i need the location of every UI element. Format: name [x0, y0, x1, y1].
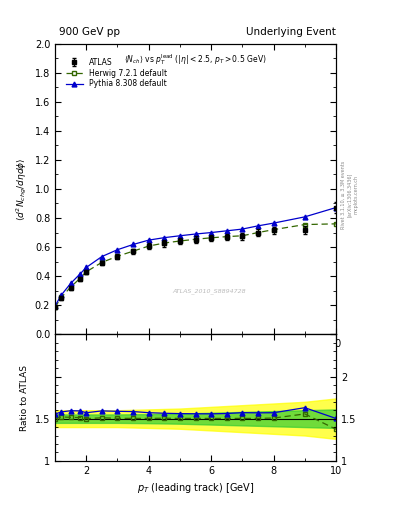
Herwig 7.2.1 default: [255, 229, 260, 236]
Y-axis label: $\langle d^2 N_{chg}/d\eta d\phi \rangle$: $\langle d^2 N_{chg}/d\eta d\phi \rangle…: [15, 157, 29, 221]
Text: mcplots.cern.ch: mcplots.cern.ch: [354, 175, 359, 214]
Legend: ATLAS, Herwig 7.2.1 default, Pythia 8.308 default: ATLAS, Herwig 7.2.1 default, Pythia 8.30…: [64, 56, 169, 90]
Pythia 8.308 default: [84, 264, 88, 270]
Herwig 7.2.1 default: [193, 236, 198, 242]
Herwig 7.2.1 default: [209, 234, 213, 241]
Pythia 8.308 default: [240, 226, 245, 232]
Pythia 8.308 default: [209, 229, 213, 236]
Line: Herwig 7.2.1 default: Herwig 7.2.1 default: [53, 221, 338, 310]
Text: Underlying Event: Underlying Event: [246, 27, 336, 37]
Pythia 8.308 default: [255, 223, 260, 229]
Pythia 8.308 default: [271, 220, 276, 226]
X-axis label: $p_T$ (leading track) [GeV]: $p_T$ (leading track) [GeV]: [137, 481, 254, 495]
Pythia 8.308 default: [115, 247, 120, 253]
Y-axis label: Ratio to ATLAS: Ratio to ATLAS: [20, 365, 29, 431]
Text: Rivet 3.1.10, ≥ 3.3M events: Rivet 3.1.10, ≥ 3.3M events: [341, 160, 346, 229]
Herwig 7.2.1 default: [84, 269, 88, 275]
Herwig 7.2.1 default: [146, 243, 151, 249]
Pythia 8.308 default: [224, 228, 229, 234]
Herwig 7.2.1 default: [115, 253, 120, 260]
Herwig 7.2.1 default: [99, 259, 104, 265]
Herwig 7.2.1 default: [240, 232, 245, 239]
Herwig 7.2.1 default: [224, 233, 229, 240]
Herwig 7.2.1 default: [68, 284, 73, 290]
Herwig 7.2.1 default: [334, 221, 338, 227]
Herwig 7.2.1 default: [178, 238, 182, 244]
Line: Pythia 8.308 default: Pythia 8.308 default: [53, 205, 338, 308]
Pythia 8.308 default: [162, 234, 167, 241]
Herwig 7.2.1 default: [162, 240, 167, 246]
Pythia 8.308 default: [146, 237, 151, 243]
Pythia 8.308 default: [178, 232, 182, 239]
Pythia 8.308 default: [78, 271, 83, 277]
Herwig 7.2.1 default: [59, 294, 64, 301]
Pythia 8.308 default: [53, 303, 57, 309]
Pythia 8.308 default: [68, 281, 73, 287]
Herwig 7.2.1 default: [131, 248, 136, 254]
Pythia 8.308 default: [99, 253, 104, 260]
Pythia 8.308 default: [334, 204, 338, 210]
Text: ATLAS_2010_S8894728: ATLAS_2010_S8894728: [173, 288, 246, 293]
Text: 900 GeV pp: 900 GeV pp: [59, 27, 120, 37]
Pythia 8.308 default: [59, 292, 64, 298]
Herwig 7.2.1 default: [53, 304, 57, 310]
Herwig 7.2.1 default: [303, 222, 307, 228]
Text: $\langle N_{ch}\rangle$ vs $p_T^{\rm lead}$ ($|\eta| < 2.5$, $p_T > 0.5$ GeV): $\langle N_{ch}\rangle$ vs $p_T^{\rm lea…: [124, 52, 267, 67]
Herwig 7.2.1 default: [271, 227, 276, 233]
Pythia 8.308 default: [131, 242, 136, 248]
Pythia 8.308 default: [303, 214, 307, 220]
Text: [arXiv:1306.3436]: [arXiv:1306.3436]: [347, 173, 353, 217]
Herwig 7.2.1 default: [78, 275, 83, 282]
Pythia 8.308 default: [193, 231, 198, 237]
